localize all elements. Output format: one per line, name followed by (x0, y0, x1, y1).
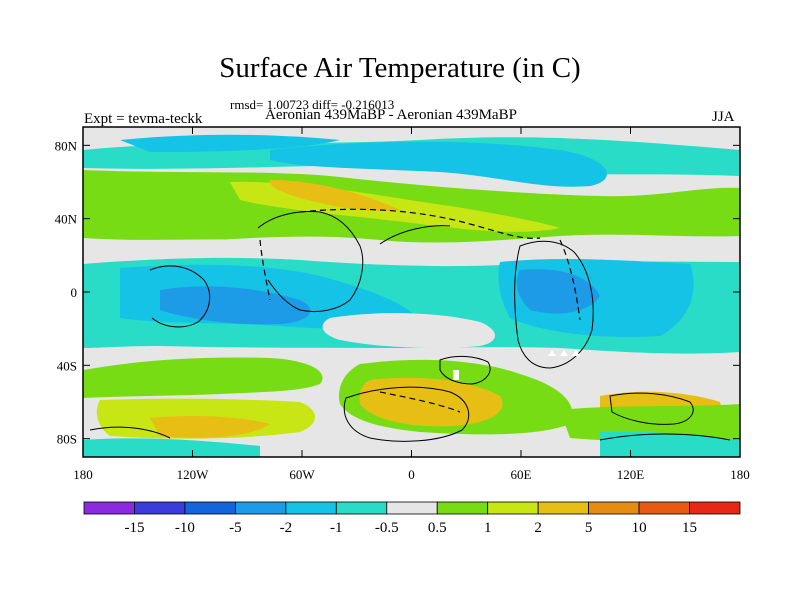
dashed-coastline (299, 208, 541, 239)
field-region (359, 377, 503, 427)
map-title: Surface Air Temperature (in C) (219, 52, 581, 84)
x-tick-label: 180 (73, 467, 93, 482)
dashed-coastline (259, 239, 271, 301)
coastline (149, 265, 211, 328)
x-tick-label: 60W (289, 467, 315, 482)
colorbar-swatch (689, 501, 741, 515)
colorbar-label: -1 (330, 520, 343, 536)
coastline (257, 211, 364, 313)
y-tick-label: 80S (57, 432, 77, 447)
coastline (343, 386, 470, 442)
y-tick-label: 40S (57, 358, 77, 373)
colorbar-label: -0.5 (375, 520, 399, 536)
colorbar-label: 15 (682, 520, 697, 536)
dashed-coastline (379, 391, 461, 413)
coastline (609, 392, 694, 425)
field-region (150, 416, 270, 438)
field-region (120, 134, 340, 152)
x-tick-label: 0 (408, 467, 415, 482)
colorbar-label: 5 (585, 520, 593, 536)
white-patch (548, 350, 556, 356)
colorbar: -15 -10 -5 -2 -1 -0.5 0.5 1 2 5 10 15 (83, 501, 741, 536)
white-patch (572, 350, 580, 356)
coastline (599, 433, 731, 441)
colorbar-swatch (638, 501, 690, 515)
colorbar-swatch (386, 501, 438, 515)
coastline (439, 355, 491, 385)
temperature-field (83, 127, 740, 457)
colorbar-swatch (588, 501, 640, 515)
colorbar-swatch (436, 501, 489, 515)
field-region (83, 238, 740, 265)
field-region (600, 431, 740, 457)
colorbar-swatch (335, 501, 388, 515)
field-region (83, 438, 260, 457)
y-tick-label: 40N (55, 212, 78, 227)
colorbar-label: 2 (534, 520, 542, 536)
white-patch (560, 350, 568, 356)
coastline (89, 426, 171, 439)
colorbar-swatch (285, 501, 337, 515)
x-tick-label: 120E (617, 467, 645, 482)
colorbar-label: -5 (229, 520, 242, 536)
field-region (270, 141, 607, 187)
colorbar-swatch (537, 501, 590, 515)
field-region (83, 357, 323, 398)
colorbar-swatch (234, 501, 287, 515)
x-tick-label: 60E (511, 467, 532, 482)
colorbar-swatch (83, 501, 135, 515)
colorbar-label: 0.5 (428, 520, 447, 536)
field-region (322, 313, 495, 348)
colorbar-label: -2 (280, 520, 293, 536)
comparison-label: Aeronian 439MaBP - Aeronian 439MaBP (265, 107, 517, 123)
dashed-coastlines (259, 208, 581, 413)
colorbar-label: 1 (484, 520, 492, 536)
y-tick-label: 0 (71, 285, 78, 300)
white-patches (453, 350, 580, 380)
colorbar-label: 10 (632, 520, 647, 536)
axis-ticks: 180 120W 60W 0 60E 120E 180 80N 40N 0 40S 80S (55, 127, 750, 482)
y-tick-label: 80N (55, 138, 78, 153)
x-tick-label: 120W (177, 467, 210, 482)
field-region (160, 286, 311, 325)
colorbar-swatch (487, 501, 539, 515)
field-region (269, 180, 400, 212)
experiment-label: Expt = tevma-teckk (84, 111, 203, 127)
colorbar-label: -15 (124, 520, 144, 536)
colorbar-swatch (184, 501, 236, 515)
colorbar-swatch (134, 501, 186, 515)
x-tick-label: 180 (730, 467, 750, 482)
coastline (379, 225, 451, 245)
colorbar-label: -10 (175, 520, 195, 536)
field-region (516, 269, 600, 314)
season-label: JJA (712, 109, 735, 125)
white-patch (453, 370, 459, 380)
stats-label: rmsd= 1.00723 diff= -0.216013 (230, 97, 395, 112)
dashed-coastline (559, 239, 581, 321)
